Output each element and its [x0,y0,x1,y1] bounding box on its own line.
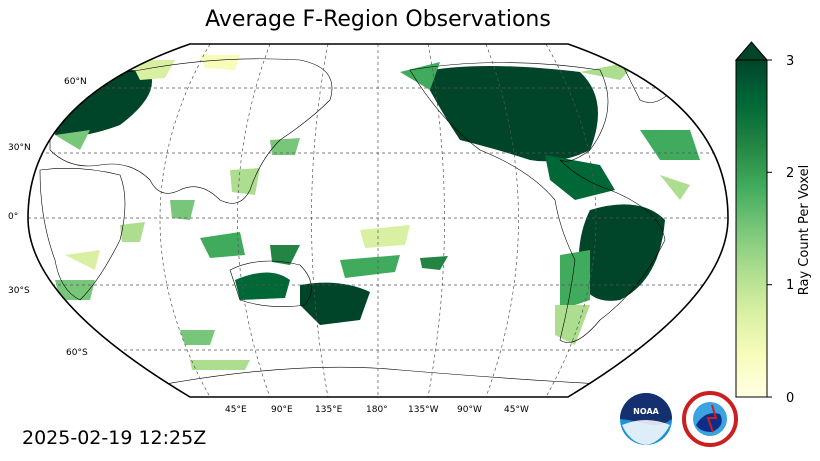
lon-label-90e: 90°E [271,405,293,415]
colorbar-gradient [735,59,768,398]
lat-label-60s: 60°S [66,348,88,358]
lon-label-90w: 90°W [457,405,482,415]
colorbar-tick-2: 2 [786,166,794,181]
lat-label-60n: 60°N [64,77,87,87]
timestamp-label: 2025-02-19 12:25Z [22,427,207,449]
lat-label-0: 0° [8,212,18,222]
lon-label-45e: 45°E [225,405,247,415]
globe-border [27,43,729,398]
colorbar-label: Ray Count Per Voxel [797,165,812,295]
lon-label-45w: 45°W [504,405,529,415]
map-title: Average F-Region Observations [205,7,551,32]
noaa-logo: NOAA [620,393,672,445]
lon-label-180: 180° [366,405,388,415]
colorbar-extend-arrow [734,41,769,61]
colorbar-tick-1: 1 [786,278,794,293]
colorbar: 0 1 2 3 Ray Count Per Voxel [734,41,812,406]
lat-label-30n: 30°N [8,143,31,153]
nws-logo [682,391,738,447]
lon-label-135e: 135°E [315,405,343,415]
colorbar-tick-0: 0 [786,391,794,406]
gridlines [28,44,728,397]
latitude-labels: 60°N 30°N 0° 30°S 60°S [8,77,88,358]
longitude-labels: 45°E 90°E 135°E 180° 135°W 90°W 45°W [225,405,529,415]
lon-label-135w: 135°W [408,405,439,415]
colorbar-tick-3: 3 [786,54,794,69]
lat-label-30s: 30°S [8,286,30,296]
svg-text:NOAA: NOAA [633,407,659,416]
